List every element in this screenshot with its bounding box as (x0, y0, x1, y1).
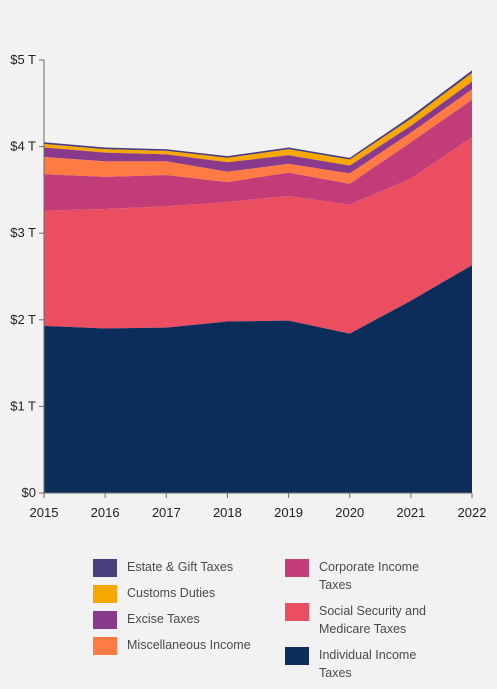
y-tick-label: $1 T (10, 398, 36, 413)
legend-item[interactable]: Miscellaneous Income (93, 636, 257, 655)
legend-swatch (93, 585, 117, 603)
x-axis-ticks: 2015 2016 2017 2018 2019 2020 2021 2022 (30, 493, 487, 520)
series-areas (44, 70, 472, 493)
legend-label: Social Security and Medicare Taxes (319, 604, 427, 636)
area-miscellaneous-income[interactable] (44, 89, 472, 184)
legend-item[interactable]: Corporate Income Taxes (285, 558, 449, 594)
x-tick-label: 2017 (152, 505, 181, 520)
area-corporate-income-taxes[interactable] (44, 99, 472, 211)
legend-item[interactable]: Estate & Gift Taxes (93, 558, 257, 577)
x-tick-label: 2022 (458, 505, 487, 520)
legend-label: Individual Income Taxes (319, 648, 417, 680)
x-tick-label: 2015 (30, 505, 59, 520)
legend-swatch (93, 559, 117, 577)
y-tick-label: $3 T (10, 225, 36, 240)
y-tick-label: $4 T (10, 139, 36, 154)
legend-swatch (285, 603, 309, 621)
legend-swatch (285, 647, 309, 665)
legend-item[interactable]: Individual Income Taxes (285, 646, 449, 682)
x-tick-label: 2020 (335, 505, 364, 520)
y-tick-label: $2 T (10, 312, 36, 327)
legend-label: Customs Duties (127, 586, 216, 600)
y-axis-ticks: $0 $1 T $2 T $3 T $4 T $5 T (10, 52, 44, 500)
area-individual-income-taxes[interactable] (44, 265, 472, 493)
legend-label: Excise Taxes (127, 612, 200, 626)
x-tick-label: 2018 (213, 505, 242, 520)
stacked-area-chart: 2015 2016 2017 2018 2019 2020 2021 2022 $0$1 T$… (10, 52, 487, 520)
legend-item[interactable]: Customs Duties (93, 584, 257, 603)
area-social-security-and-medicare-taxes[interactable] (44, 137, 472, 334)
y-tick-label: $0 (22, 485, 36, 500)
x-tick-label: 2019 (274, 505, 303, 520)
legend-label: Miscellaneous Income (127, 638, 251, 652)
axes (43, 60, 472, 494)
x-tick-label: 2016 (91, 505, 120, 520)
legend-item[interactable]: Social Security and Medicare Taxes (285, 602, 449, 638)
legend-label: Estate & Gift Taxes (127, 560, 234, 574)
legend-swatch (93, 637, 117, 655)
y-tick-label: $5 T (10, 52, 36, 67)
x-tick-label: 2021 (396, 505, 425, 520)
chart-area: 2015 2016 2017 2018 2019 2020 2021 2022 $0 $1 T $… (10, 52, 487, 520)
legend-swatch (285, 559, 309, 577)
legend-item[interactable]: Excise Taxes (93, 610, 257, 629)
legend-swatch (93, 611, 117, 629)
legend-label: Corporate Income Taxes (319, 560, 420, 592)
